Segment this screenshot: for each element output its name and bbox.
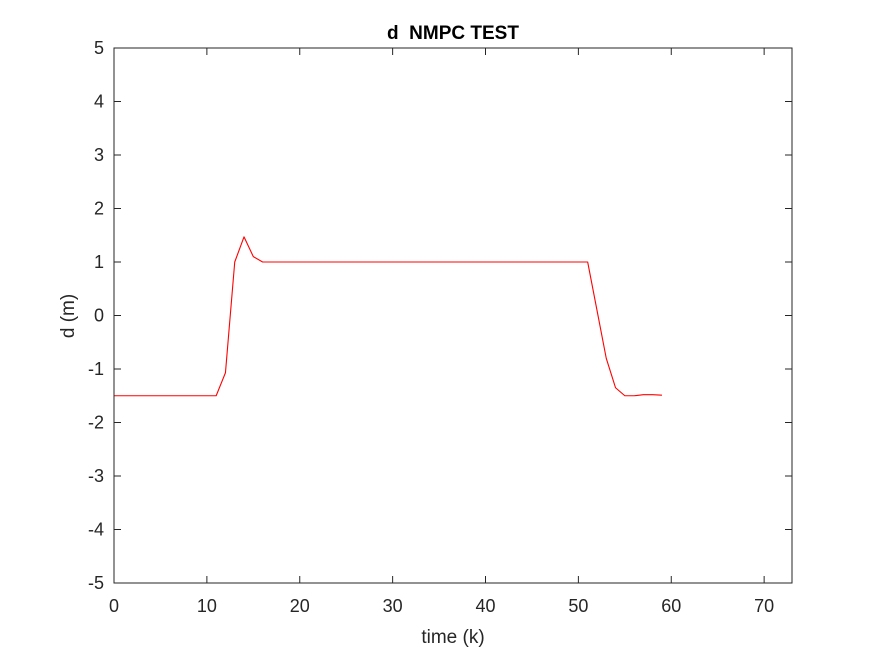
x-tick-label: 40 xyxy=(475,596,495,616)
y-tick-label: 3 xyxy=(94,145,104,165)
y-tick-label: -2 xyxy=(88,413,104,433)
y-tick-label: 0 xyxy=(94,306,104,326)
x-tick-label: 50 xyxy=(568,596,588,616)
x-tick-label: 20 xyxy=(290,596,310,616)
y-tick-label: -3 xyxy=(88,466,104,486)
plot-area-background xyxy=(114,48,792,583)
x-axis-label: time (k) xyxy=(421,627,484,648)
y-tick-label: -1 xyxy=(88,359,104,379)
x-tick-label: 0 xyxy=(109,596,119,616)
y-tick-label: 4 xyxy=(94,92,104,112)
y-axis-label: d (m) xyxy=(58,294,79,338)
x-tick-label: 70 xyxy=(754,596,774,616)
series-layer xyxy=(114,236,663,397)
y-tick-label: -4 xyxy=(88,520,104,540)
x-tick-label: 30 xyxy=(383,596,403,616)
y-tick-label: 5 xyxy=(94,38,104,58)
chart-title: d NMPC TEST xyxy=(387,23,519,44)
plot-area-frame xyxy=(113,47,793,584)
y-tick-label: 2 xyxy=(94,199,104,219)
y-tick-label: 1 xyxy=(94,252,104,272)
x-tick-label: 60 xyxy=(661,596,681,616)
x-tick-label: 10 xyxy=(197,596,217,616)
y-tick-label: -5 xyxy=(88,573,104,593)
series-line xyxy=(114,236,663,397)
labels-layer: 0 10 20 30 40 50 60 70 -5 -4 -3 -2 -1 0 1 2 3 4 5 xyxy=(88,38,774,616)
